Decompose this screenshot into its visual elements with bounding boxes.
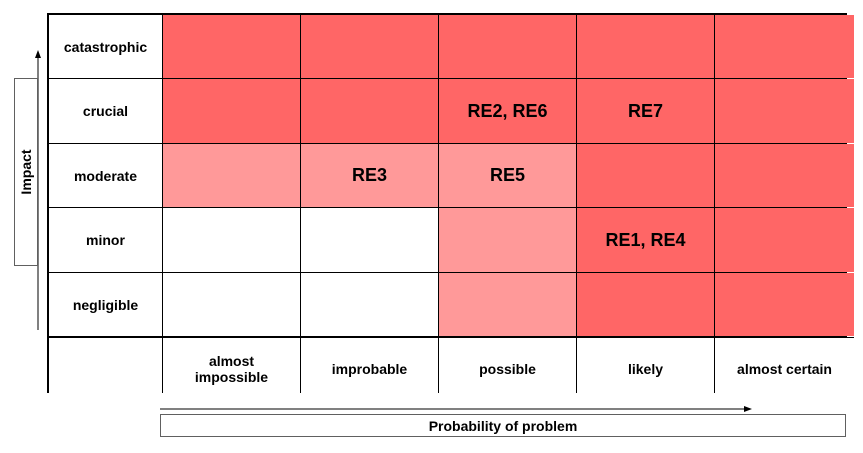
probability-label-likely: likely <box>577 337 714 400</box>
risk-cell <box>163 273 300 336</box>
risk-cell <box>163 208 300 272</box>
risk-cell <box>301 79 438 143</box>
risk-cell <box>439 15 576 78</box>
y-axis-label-box: Impact <box>14 78 38 266</box>
probability-label-possible: possible <box>439 337 576 400</box>
corner-cell <box>49 337 162 400</box>
x-axis-label: Probability of problem <box>160 414 846 437</box>
probability-label-almost-impossible: almost impossible <box>163 337 300 400</box>
risk-cell-label: RE2, RE6 <box>439 79 576 143</box>
risk-cell <box>715 144 854 207</box>
probability-label-improbable: improbable <box>301 337 438 400</box>
risk-cell <box>301 273 438 336</box>
risk-cell-label: RE1, RE4 <box>577 208 714 272</box>
risk-cell-label: RE7 <box>577 79 714 143</box>
risk-cell <box>439 273 576 336</box>
risk-cell <box>715 15 854 78</box>
risk-cell <box>577 144 714 207</box>
risk-cell <box>577 15 714 78</box>
risk-cell <box>715 273 854 336</box>
probability-label-almost-certain: almost certain <box>715 337 854 400</box>
impact-label-minor: minor <box>49 208 162 272</box>
impact-label-catastrophic: catastrophic <box>49 15 162 78</box>
risk-cell-label: RE3 <box>301 144 438 207</box>
risk-cell <box>163 79 300 143</box>
x-axis-arrowhead <box>744 406 752 412</box>
risk-cell <box>301 208 438 272</box>
impact-label-moderate: moderate <box>49 144 162 207</box>
impact-label-crucial: crucial <box>49 79 162 143</box>
risk-cell <box>301 15 438 78</box>
y-axis-label: Impact <box>18 149 34 195</box>
risk-cell <box>439 208 576 272</box>
y-axis-arrowhead <box>35 50 41 58</box>
risk-cell <box>163 144 300 207</box>
risk-cell <box>715 208 854 272</box>
risk-cell <box>715 79 854 143</box>
risk-cell-label: RE5 <box>439 144 576 207</box>
risk-cell <box>577 273 714 336</box>
impact-label-negligible: negligible <box>49 273 162 336</box>
risk-matrix: catastrophic crucial RE2, RE6 RE7 modera… <box>47 13 854 400</box>
risk-cell <box>163 15 300 78</box>
